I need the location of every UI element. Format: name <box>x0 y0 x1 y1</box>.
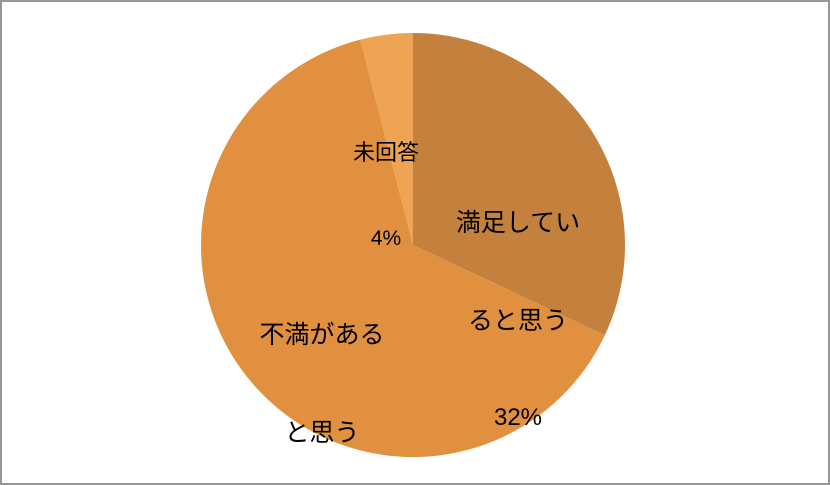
pie-slice-no-answer <box>360 33 413 245</box>
pie-slice-dissatisfied <box>200 39 605 458</box>
pie-slice-group <box>200 33 625 458</box>
pie-slice-satisfied <box>413 33 625 336</box>
